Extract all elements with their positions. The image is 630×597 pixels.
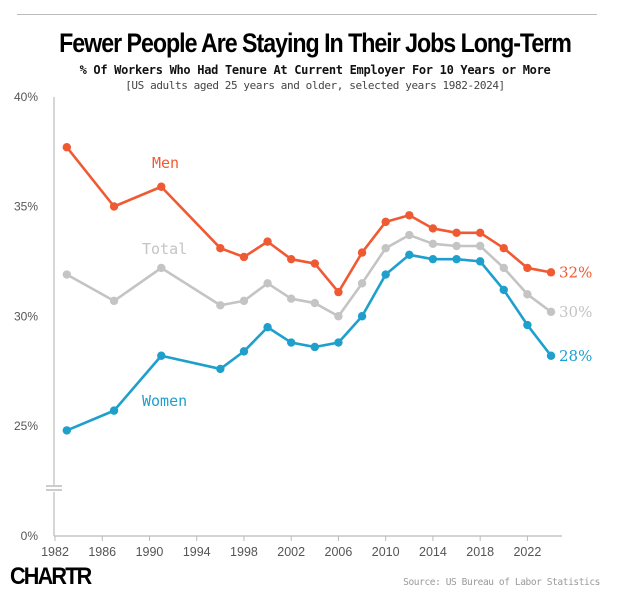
- data-point-women: [428, 254, 438, 264]
- data-point-women: [310, 342, 320, 352]
- y-tick-label: 35%: [14, 200, 38, 214]
- data-point-total: [287, 294, 296, 303]
- data-point-men: [381, 217, 390, 227]
- data-point-women: [381, 270, 390, 279]
- data-point-women: [287, 338, 296, 347]
- series-label-women: Women: [142, 392, 187, 410]
- x-tick-label: 2002: [277, 545, 305, 559]
- data-point-women: [216, 364, 225, 374]
- data-point-women: [62, 426, 72, 435]
- x-tick-label: 2018: [466, 545, 494, 559]
- source-note: Source: US Bureau of Labor Statistics: [403, 577, 600, 588]
- data-point-women: [546, 351, 556, 360]
- data-point-total: [157, 263, 166, 273]
- data-point-total: [357, 279, 367, 288]
- series-label-total: Total: [142, 240, 187, 258]
- x-tick-label: 1994: [183, 545, 211, 559]
- series-line-men: [65, 146, 552, 294]
- data-point-men: [62, 143, 72, 152]
- data-point-total: [310, 298, 320, 308]
- y-tick-label: 0%: [21, 529, 39, 543]
- x-tick-label: 1998: [230, 545, 258, 559]
- data-point-total: [334, 312, 343, 321]
- x-tick-label: 1990: [136, 545, 164, 559]
- chart-subtitle: % Of Workers Who Had Tenure At Current E…: [79, 63, 551, 77]
- data-point-women: [499, 285, 508, 295]
- data-point-men: [523, 263, 532, 273]
- data-point-total: [428, 239, 438, 249]
- data-point-total: [452, 241, 461, 251]
- data-point-women: [109, 406, 119, 415]
- series-line-women: [66, 253, 553, 432]
- data-point-men: [109, 202, 119, 211]
- data-point-total: [109, 296, 119, 306]
- data-point-men: [157, 182, 166, 191]
- y-tick-label: 40%: [14, 90, 38, 104]
- x-tick-label: 2010: [372, 545, 400, 559]
- data-point-total: [216, 301, 225, 310]
- data-point-men: [428, 224, 438, 233]
- x-tick-label: 2006: [325, 545, 353, 559]
- data-point-total: [405, 230, 414, 240]
- data-point-total: [239, 296, 249, 306]
- series-label-men: Men: [152, 154, 179, 172]
- data-point-men: [475, 228, 485, 238]
- data-point-men: [357, 248, 367, 257]
- data-point-men: [405, 211, 414, 220]
- chartr-logo: CHARTR: [10, 563, 92, 590]
- chart-note: [US adults aged 25 years and older, sele…: [125, 79, 505, 92]
- data-point-men: [239, 252, 249, 262]
- data-point-total: [546, 307, 556, 317]
- end-label-men: 32%: [559, 263, 592, 281]
- data-point-women: [523, 320, 532, 330]
- data-point-women: [157, 351, 166, 360]
- data-point-total: [381, 244, 390, 253]
- y-tick-label: 25%: [14, 419, 38, 433]
- data-point-total: [499, 263, 508, 273]
- data-point-women: [263, 323, 272, 332]
- x-tick-label: 1982: [41, 545, 69, 559]
- data-point-women: [357, 312, 367, 321]
- data-point-total: [475, 241, 485, 251]
- data-point-women: [475, 257, 485, 266]
- x-tick-label: 1986: [88, 545, 116, 559]
- data-point-men: [310, 259, 320, 268]
- x-tick-label: 2014: [419, 545, 447, 559]
- chart-title: Fewer People Are Staying In Their Jobs L…: [59, 28, 572, 58]
- y-tick-label: 30%: [14, 309, 38, 323]
- data-point-total: [523, 290, 532, 299]
- data-point-men: [546, 268, 556, 277]
- data-point-women: [452, 254, 461, 264]
- x-tick-label: 2022: [513, 545, 541, 559]
- data-point-men: [287, 254, 296, 264]
- data-point-total: [62, 270, 72, 279]
- data-point-men: [452, 228, 461, 238]
- data-point-men: [263, 237, 272, 246]
- data-point-men: [499, 244, 508, 253]
- data-point-men: [334, 287, 343, 297]
- data-point-women: [334, 338, 343, 347]
- end-label-women: 28%: [559, 347, 592, 365]
- series-line-total: [66, 233, 552, 318]
- data-point-women: [405, 250, 414, 259]
- top-divider: [17, 14, 597, 15]
- end-label-total: 30%: [559, 303, 592, 321]
- data-point-total: [263, 279, 272, 288]
- data-point-women: [239, 347, 249, 356]
- data-point-men: [216, 244, 225, 253]
